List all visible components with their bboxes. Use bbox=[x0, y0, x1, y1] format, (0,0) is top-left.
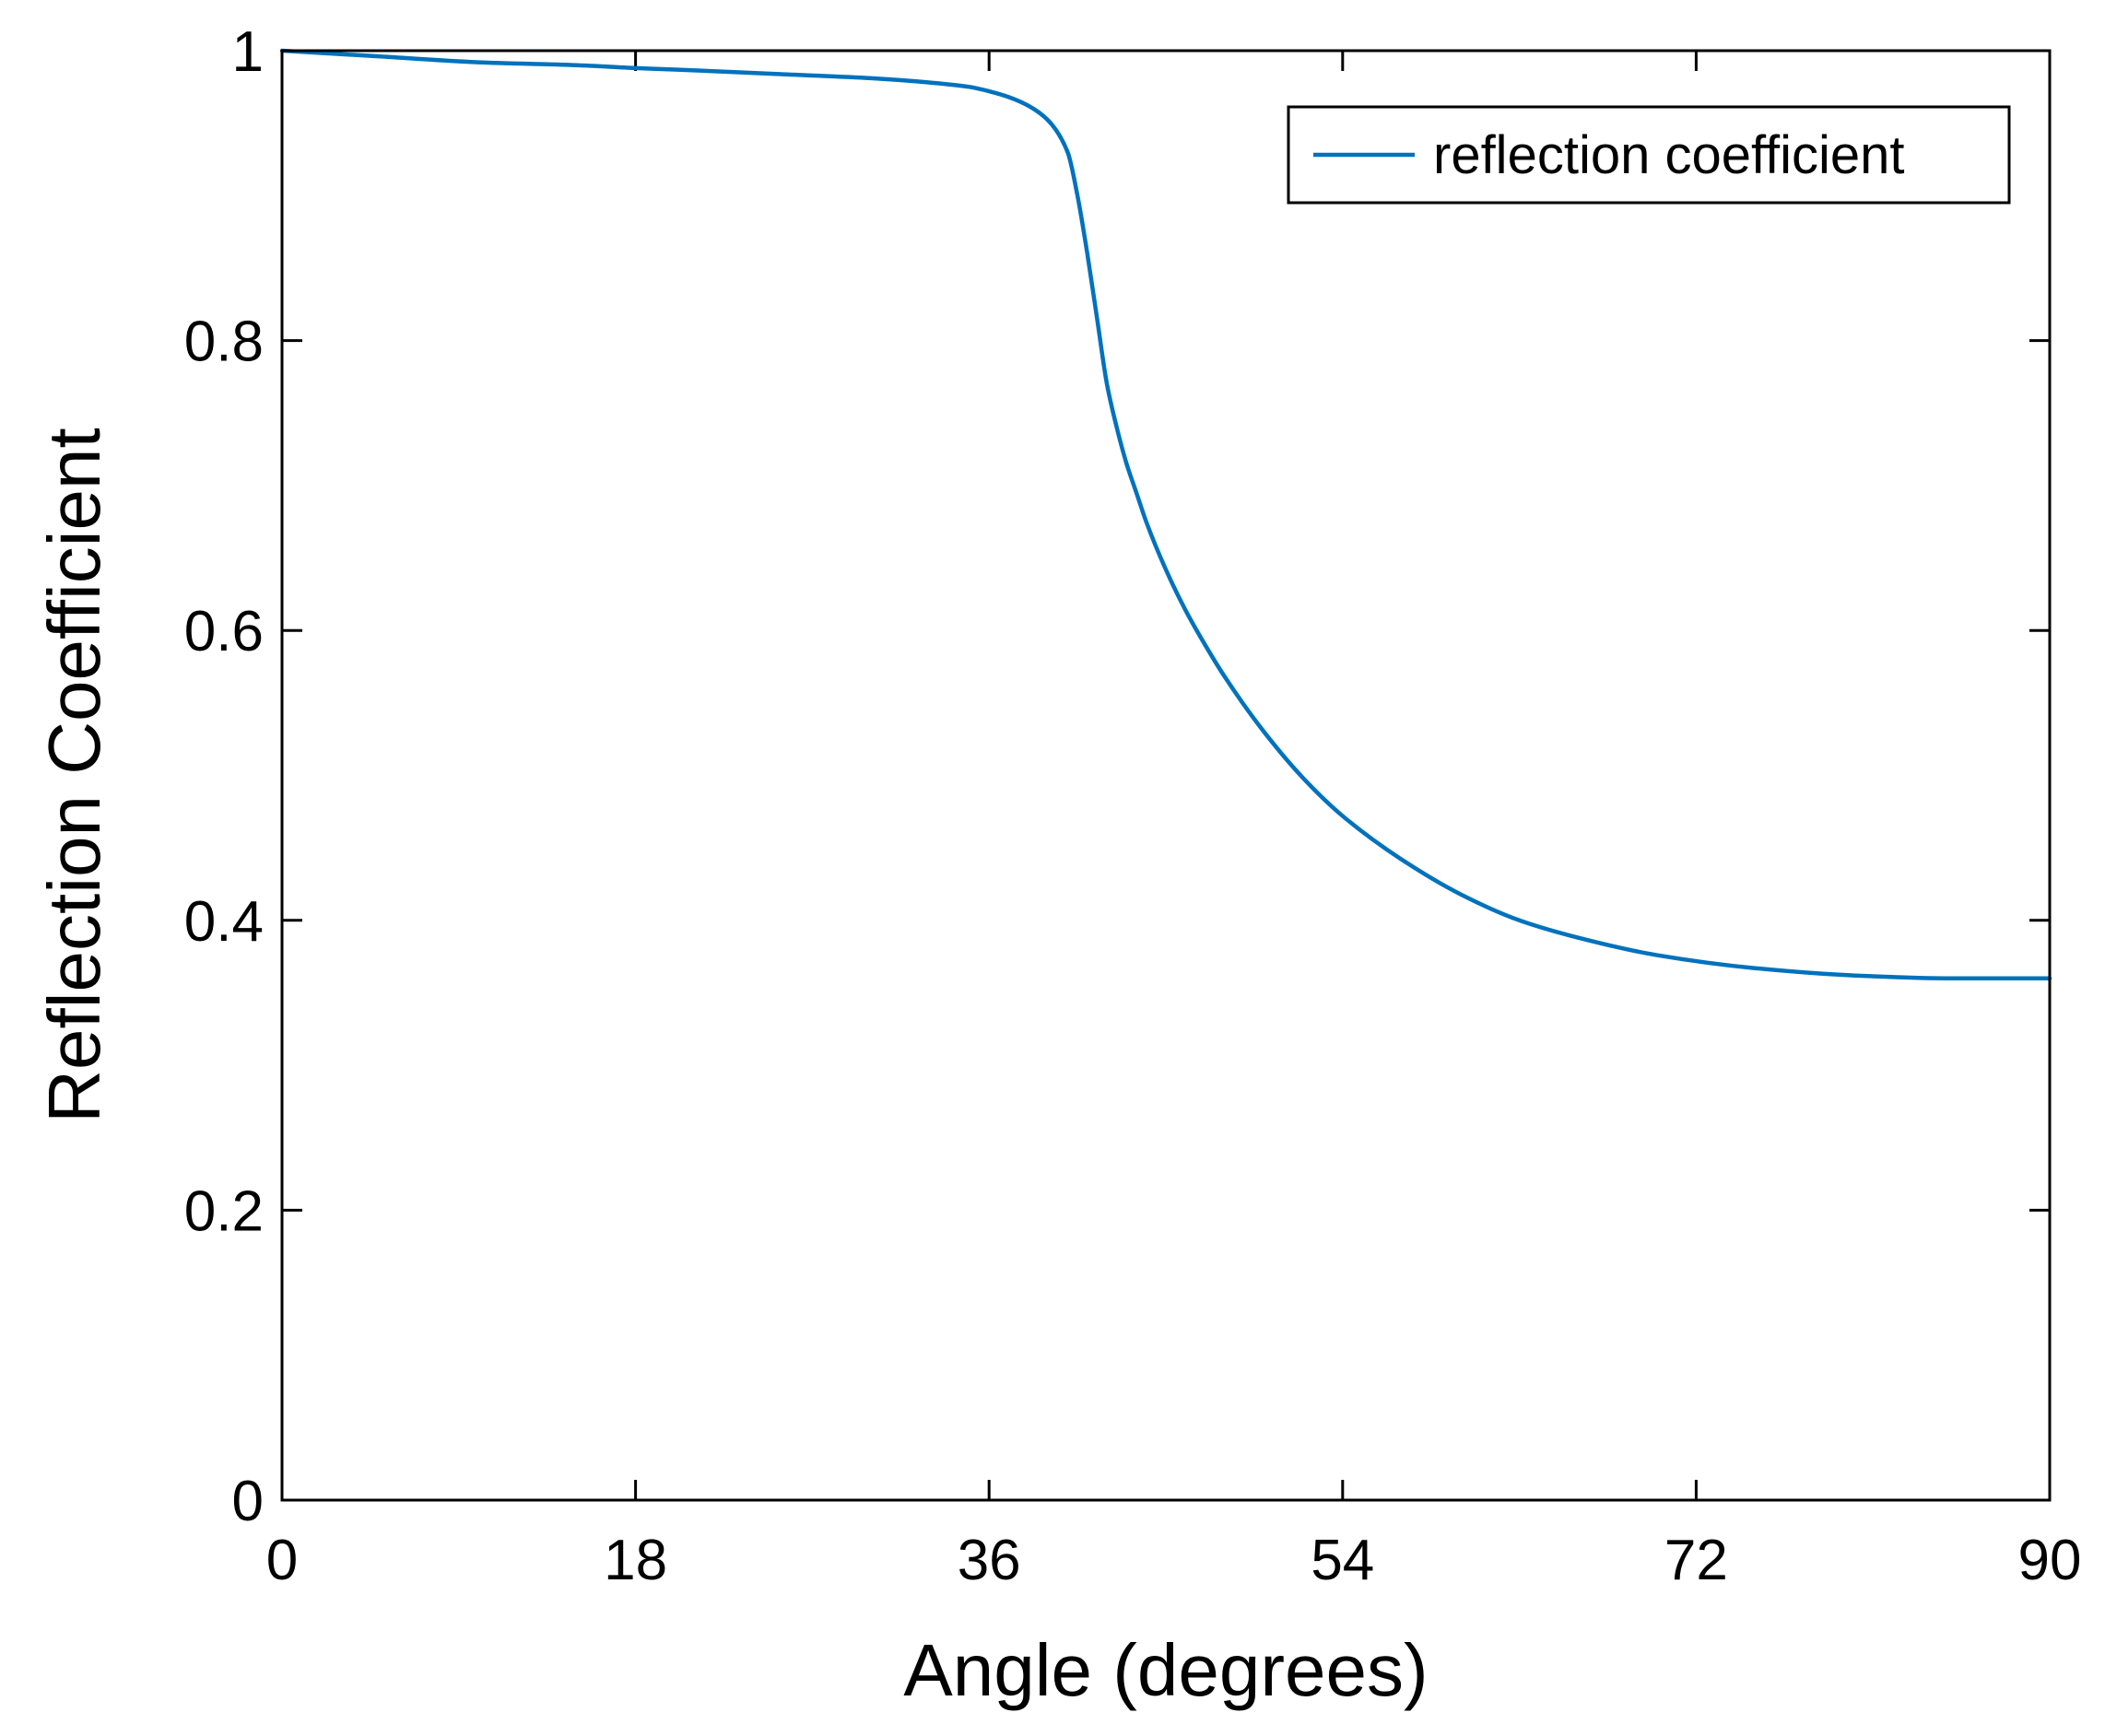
y-tick-label: 0.6 bbox=[184, 600, 264, 663]
x-tick-label: 0 bbox=[266, 1529, 298, 1592]
legend-label: reflection coefficient bbox=[1433, 125, 1905, 185]
y-tick-label: 0 bbox=[232, 1470, 264, 1533]
legend: reflection coefficient bbox=[1287, 105, 2011, 205]
series-line-reflection-coefficient bbox=[279, 48, 2052, 980]
y-tick-label: 0.8 bbox=[184, 311, 264, 374]
x-tick-label: 90 bbox=[2018, 1529, 2082, 1592]
plot-area bbox=[282, 51, 2050, 1500]
x-tick-label: 54 bbox=[1311, 1529, 1374, 1592]
x-axis-title: Angle (degrees) bbox=[903, 1629, 1428, 1711]
y-tick-label: 0.2 bbox=[184, 1179, 264, 1243]
x-tick-label: 18 bbox=[604, 1529, 667, 1592]
y-tick-label: 1 bbox=[232, 20, 264, 84]
plot-frame bbox=[280, 49, 2052, 1502]
y-tick-label: 0.4 bbox=[184, 890, 264, 954]
x-tick-label: 72 bbox=[1664, 1529, 1728, 1592]
x-tick-label: 36 bbox=[958, 1529, 1021, 1592]
axis-ticks bbox=[282, 51, 2050, 1500]
y-axis-title: Reflection Coefficient bbox=[33, 428, 115, 1123]
tick-labels: 0 18 36 54 72 90 0 0.2 0.4 0.6 0.8 1 bbox=[184, 20, 2082, 1592]
